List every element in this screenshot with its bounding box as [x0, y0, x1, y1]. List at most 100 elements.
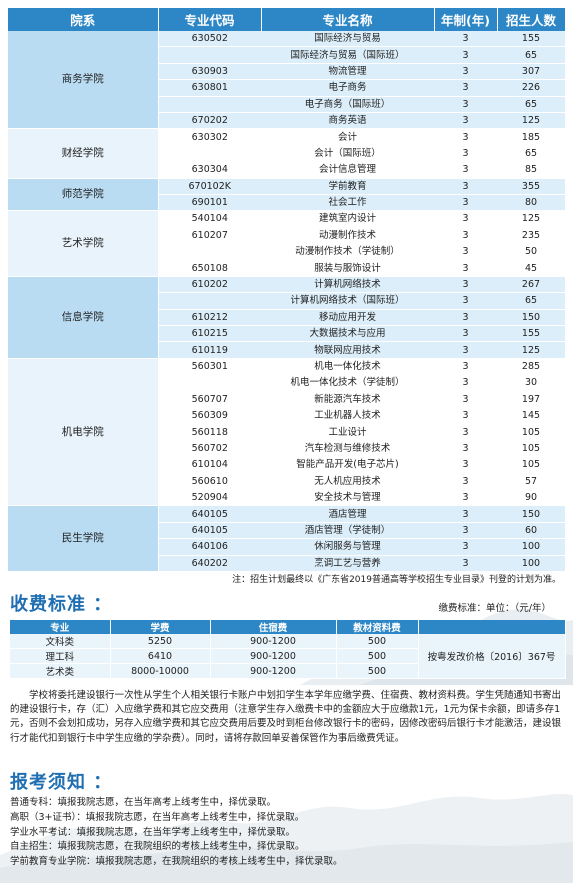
- fee-row: 文科类 5250 900-1200 500 按粤发改价格〔2016〕367号: [10, 634, 566, 679]
- table-row: 会计（国际班） 3 65: [8, 145, 565, 163]
- study-years: 3: [434, 276, 497, 294]
- fee-materials: 500: [336, 634, 419, 649]
- enrollment-count: 285: [497, 358, 565, 376]
- study-years: 3: [434, 259, 497, 277]
- fee-header-row: 专业 学费 住宿费 教材资料费: [10, 620, 566, 634]
- header-major-name: 专业名称: [261, 8, 435, 31]
- table-row: 610207 动漫制作技术 3 235: [8, 227, 565, 245]
- fee-header-materials: 教材资料费: [336, 620, 419, 634]
- fee-row: 艺术类 8000-10000 900-1200 500: [10, 663, 565, 679]
- notice-item: 高职（3+证书）：填报我院志愿，在当年高考上线考生中，择优录取。: [10, 811, 305, 823]
- study-years: 3: [434, 473, 497, 490]
- fee-dorm: 900-1200: [210, 634, 337, 649]
- study-years: 3: [434, 522, 497, 540]
- enrollment-count: 30: [497, 374, 565, 392]
- study-years: 3: [434, 161, 497, 179]
- fee-header-blank: [418, 620, 566, 634]
- major-name: 建筑室内设计: [261, 210, 434, 228]
- major-code: 560118: [158, 423, 261, 441]
- fee-basis: 按粤发改价格〔2016〕367号: [418, 634, 566, 679]
- enrollment-count: 155: [497, 325, 565, 343]
- table-row: 690101 社会工作 3 80: [8, 194, 565, 212]
- enrollment-count: 125: [497, 341, 565, 359]
- major-code: 560610: [158, 473, 261, 490]
- major-name: 社会工作: [261, 194, 434, 212]
- major-name: 移动应用开发: [261, 309, 434, 327]
- major-code: 540104: [158, 210, 261, 228]
- major-code: 640106: [158, 538, 261, 556]
- study-years: 3: [434, 145, 497, 163]
- major-name: 商务英语: [261, 112, 434, 130]
- enrollment-count: 355: [497, 178, 565, 195]
- table-row: 650108 服装与服饰设计 3 45: [8, 259, 565, 277]
- college-name: 商务学院: [8, 31, 159, 130]
- enrollment-count: 65: [497, 145, 565, 163]
- major-name: 电子商务: [261, 79, 434, 97]
- major-name: 服装与服饰设计: [261, 259, 434, 277]
- study-years: 3: [434, 178, 497, 195]
- enrollment-count: 80: [497, 194, 565, 212]
- table-row: 630903 物流管理 3 307: [8, 63, 565, 81]
- enrollment-count: 90: [497, 489, 565, 507]
- study-years: 3: [434, 112, 497, 130]
- notice-section-title: 报考须知 ：: [10, 772, 113, 793]
- table-row: 670202 商务英语 3 125: [8, 112, 565, 130]
- college-name: 艺术学院: [8, 210, 159, 277]
- enrollment-count: 307: [497, 63, 565, 81]
- header-enrollment: 招生人数: [497, 8, 566, 31]
- enrollment-count: 155: [497, 31, 565, 48]
- major-name: 物流管理: [261, 63, 434, 81]
- major-code: [158, 96, 261, 113]
- enrollment-count: 197: [497, 391, 565, 408]
- major-name: 工业机器人技术: [261, 407, 434, 425]
- study-years: 3: [434, 374, 497, 392]
- study-years: 3: [434, 423, 497, 441]
- enrollment-count: 105: [497, 456, 565, 474]
- fee-dorm: 900-1200: [210, 648, 337, 664]
- table-row: 电子商务（国际班） 3 65: [8, 96, 565, 113]
- table-row: 610104 智能产品开发(电子芯片) 3 105: [8, 456, 565, 474]
- notice-item: 学前教育专业学院：填报我院志愿，在我院组织的考核上线考生中，择优录取。: [10, 856, 343, 868]
- table-row: 610119 物联网应用技术 3 125: [8, 341, 565, 359]
- enrollment-count: 60: [497, 522, 565, 540]
- enrollment-count: 65: [497, 96, 565, 113]
- table-row: 动漫制作技术（学徒制） 3 50: [8, 243, 565, 261]
- table-row: 630801 电子商务 3 226: [8, 79, 565, 97]
- header-years: 年制(年): [434, 8, 498, 31]
- major-code: [158, 292, 261, 310]
- table-header-row: 院系 专业代码 专业名称 年制(年) 招生人数: [8, 8, 566, 31]
- major-code: 670102K: [158, 178, 261, 195]
- fee-header-dorm: 住宿费: [210, 620, 337, 634]
- fee-tuition: 8000-10000: [110, 663, 211, 679]
- major-name: 会计（国际班）: [261, 145, 434, 163]
- fee-header-major: 专业: [10, 620, 111, 634]
- major-name: 新能源汽车技术: [261, 391, 434, 408]
- payment-instructions: 学校将委托建设银行一次性从学生个人相关银行卡账户中划扣学生本学年应缴学费、住宿费…: [10, 690, 562, 744]
- table-row: 560702 汽车检测与维修技术 3 105: [8, 440, 565, 458]
- table-row: 商务学院 630502 国际经济与贸易 3 155: [8, 31, 565, 130]
- major-name: 汽车检测与维修技术: [261, 440, 434, 458]
- major-code: 560702: [158, 440, 261, 458]
- enrollment-count: 105: [497, 423, 565, 441]
- table-row: 信息学院 610202 计算机网络技术 3 267: [8, 276, 565, 359]
- fee-major: 艺术类: [10, 663, 111, 679]
- major-code: 650108: [158, 259, 261, 277]
- table-row: 640106 休闲服务与管理 3 100: [8, 538, 565, 556]
- enrollment-count: 185: [497, 128, 565, 146]
- major-name: 大数据技术与应用: [261, 325, 434, 343]
- major-code: 610215: [158, 325, 261, 343]
- table-row: 师范学院 670102K 学前教育 3 355: [8, 178, 565, 212]
- major-code: 560707: [158, 391, 261, 408]
- study-years: 3: [434, 79, 497, 97]
- notice-item: 学业水平考试：填报我院志愿，在当年学考上线考生中，择优录取。: [10, 826, 296, 838]
- fee-tuition: 6410: [110, 648, 211, 664]
- study-years: 3: [434, 46, 497, 64]
- table-row: 640105 酒店管理（学徒制） 3 60: [8, 522, 565, 540]
- major-name: 机电一体化技术: [261, 358, 434, 376]
- table-row: 560118 工业设计 3 105: [8, 423, 565, 441]
- table-row: 610212 移动应用开发 3 150: [8, 309, 565, 327]
- major-name: 酒店管理: [261, 505, 434, 523]
- college-name: 师范学院: [8, 178, 159, 212]
- major-name: 休闲服务与管理: [261, 538, 434, 556]
- table-row: 560309 工业机器人技术 3 145: [8, 407, 565, 425]
